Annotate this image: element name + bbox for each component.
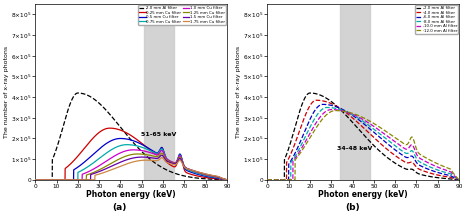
Bar <box>340 4 369 180</box>
Bar <box>144 4 174 180</box>
Y-axis label: The number of x-ray photons: The number of x-ray photons <box>4 46 9 138</box>
X-axis label: Photon energy (keV): Photon energy (keV) <box>86 190 176 199</box>
Legend: 2.0 mm Al filter, 0.25 mm Cu filter, 0.5 mm Cu filter, 0.75 mm Cu filter, 1.0 mm: 2.0 mm Al filter, 0.25 mm Cu filter, 0.5… <box>138 5 226 25</box>
Y-axis label: The number of x-ray photons: The number of x-ray photons <box>236 46 241 138</box>
Text: (a): (a) <box>112 203 126 212</box>
X-axis label: Photon energy (keV): Photon energy (keV) <box>318 190 408 199</box>
Text: (b): (b) <box>345 203 360 212</box>
Text: 51-65 keV: 51-65 keV <box>141 132 177 137</box>
Legend: 2.0 mm Al filter, 4.0 mm Al filter, 6.0 mm Al filter, 8.0 mm Al filter, 10.0 mm : 2.0 mm Al filter, 4.0 mm Al filter, 6.0 … <box>415 5 458 34</box>
Text: 34-48 keV: 34-48 keV <box>337 146 372 151</box>
